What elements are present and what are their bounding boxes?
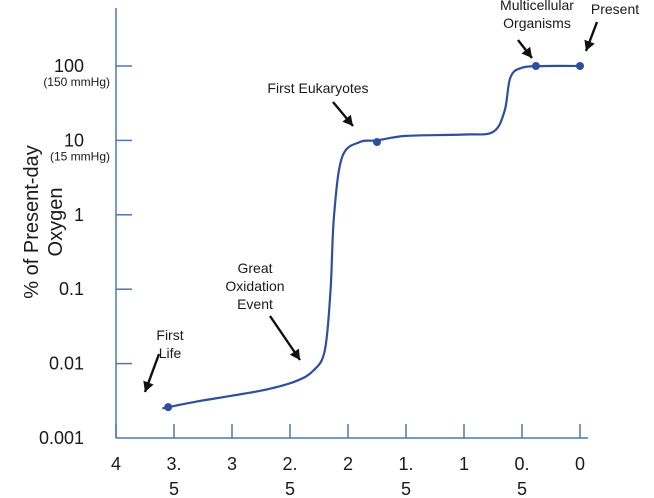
annotation-label: Life	[159, 345, 182, 361]
x-tick-label: 5	[517, 479, 527, 498]
x-tick-label: 5	[401, 479, 411, 498]
x-tick-label: 1	[459, 454, 469, 474]
y-tick-sublabel: (150 mmHg)	[43, 75, 110, 89]
annotation-label: First	[156, 327, 183, 343]
annotation-label: Event	[237, 296, 273, 312]
data-point-marker	[373, 138, 381, 147]
x-tick-label: 2.	[282, 454, 297, 474]
y-tick-label: 10	[64, 130, 84, 150]
y-tick-label: 100	[54, 56, 84, 76]
y-tick-label: 0.01	[49, 354, 84, 374]
annotation-arrow-head	[289, 348, 300, 360]
annotation-label: Present	[591, 1, 639, 17]
x-tick-label: 3	[227, 454, 237, 474]
annotation-label: Multicellular	[500, 0, 574, 13]
annotation-label: Oxidation	[225, 278, 284, 294]
x-tick-label: 3.	[166, 454, 181, 474]
data-point-marker	[164, 403, 173, 412]
y-axis-label-line-2: Oxygen	[45, 188, 67, 257]
y-axis-label-line-1: % of Present-day	[21, 145, 43, 298]
annotation-label: Organisms	[503, 15, 571, 31]
y-tick-label: 0.1	[59, 279, 84, 299]
annotation-label: First Eukaryotes	[267, 80, 368, 96]
y-tick-sublabel: (15 mmHg)	[50, 149, 110, 163]
annotation-arrow-head	[584, 39, 595, 51]
x-tick-label: 4	[111, 454, 121, 474]
x-tick-label: 1.	[398, 454, 413, 474]
x-tick-label: 0	[575, 454, 585, 474]
y-tick-label: 1	[74, 205, 84, 225]
data-point-marker	[576, 62, 584, 70]
x-tick-label: 2	[343, 454, 353, 474]
y-axis-label: % of Present-day Oxygen	[21, 145, 67, 298]
x-tick-label: 5	[285, 479, 295, 498]
x-tick-label: 5	[169, 479, 179, 498]
data-point-marker	[531, 62, 540, 70]
annotation-arrow-head	[342, 114, 353, 126]
annotation-arrow-head	[143, 380, 154, 392]
annotation-arrow-head	[521, 46, 532, 58]
x-tick-label: 0.	[514, 454, 529, 474]
oxygen-level-line	[162, 64, 581, 410]
annotation-label: Great	[237, 260, 272, 276]
y-tick-label: 0.001	[39, 428, 84, 448]
